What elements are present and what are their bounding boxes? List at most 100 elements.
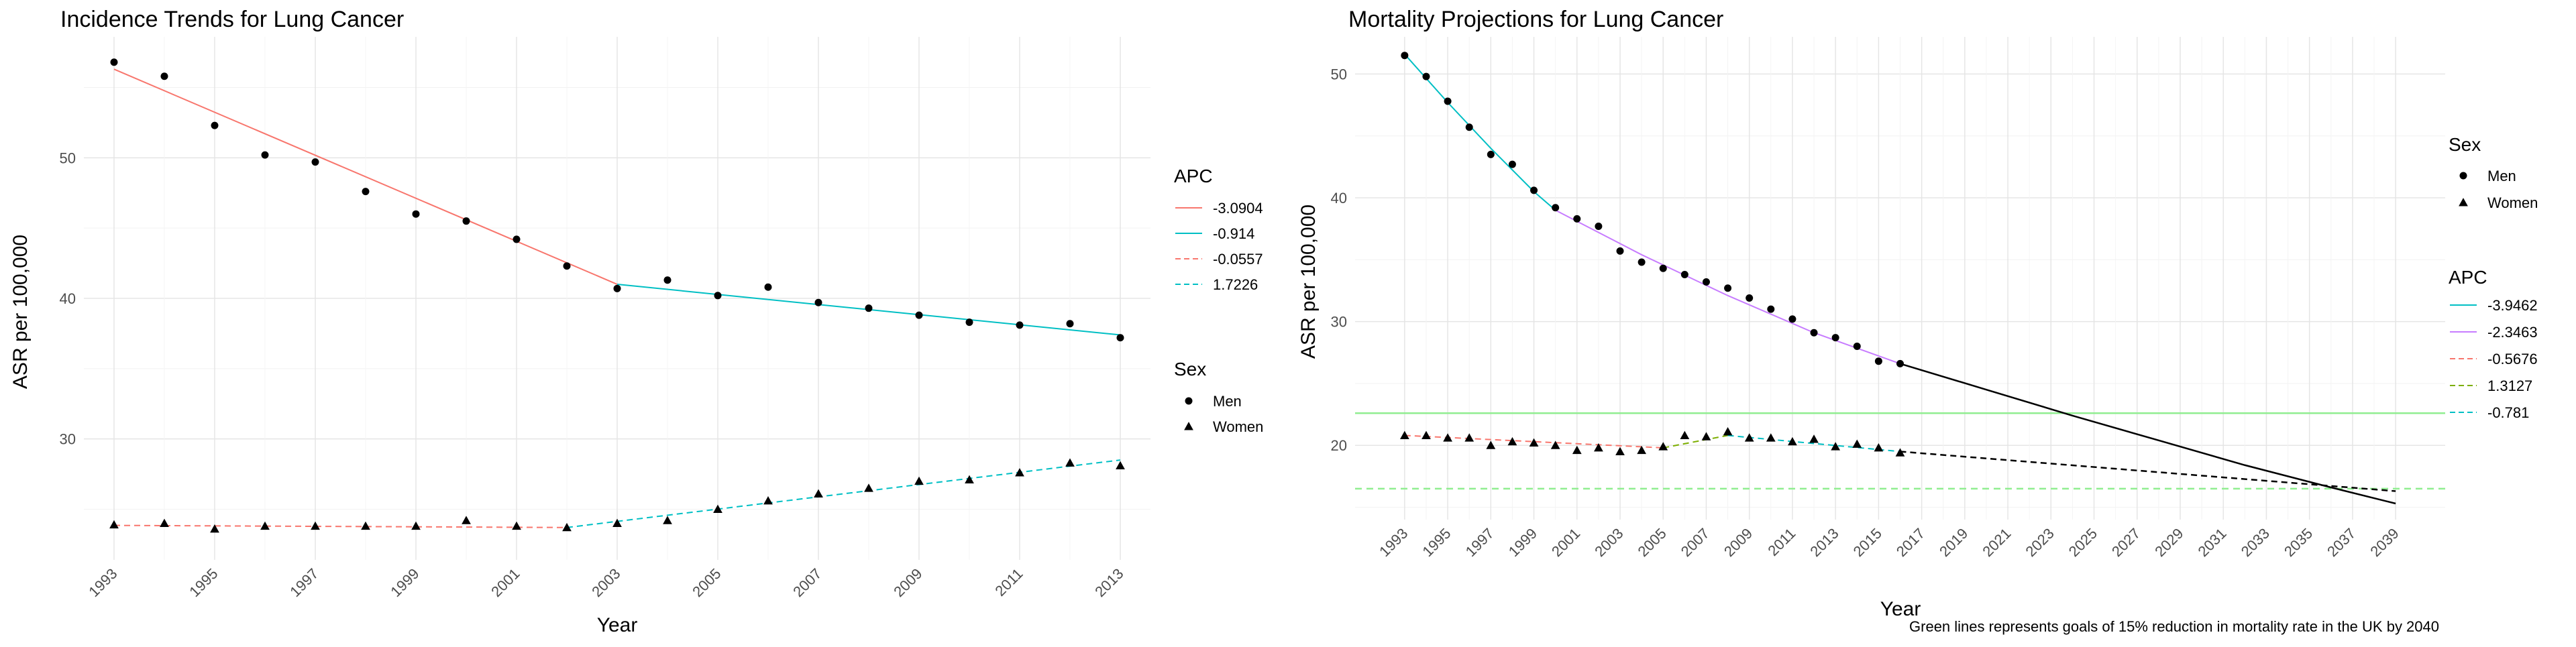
men-point	[1116, 334, 1124, 342]
women-point	[1680, 430, 1690, 439]
men-point	[764, 283, 772, 291]
x-tick-label: 2025	[2065, 525, 2100, 560]
women-point	[713, 504, 722, 514]
mortality-x-axis-title: Year	[1880, 598, 1921, 620]
women-legend-marker	[1184, 422, 1193, 430]
men-point	[613, 284, 621, 292]
women-point	[1723, 427, 1733, 436]
legend-label: Women	[1213, 418, 1263, 435]
x-tick-label: 1999	[387, 565, 422, 600]
x-tick-label: 1997	[286, 565, 321, 600]
men-point	[1595, 222, 1603, 230]
mortality-y-axis-title: ASR per 100,000	[1297, 204, 1320, 359]
x-tick-label: 2011	[1764, 525, 1799, 559]
y-tick-label: 20	[1331, 437, 1347, 454]
women-point	[1874, 443, 1884, 452]
x-tick-label: 2017	[1893, 525, 1928, 560]
men-point	[462, 217, 470, 225]
women-point	[1116, 461, 1125, 470]
incidence-apc-legend: APC -3.0904 -0.914 -0.0557 1.7226	[1174, 166, 1263, 293]
mortality-x-ticks: 1993 1995 1997 1999 2001 2003 2005 2007 2009 2011…	[1376, 525, 2402, 560]
women-point	[210, 524, 219, 533]
men-point	[211, 121, 219, 129]
x-tick-label: 2013	[1091, 565, 1126, 600]
mortality-grid	[1355, 37, 2445, 520]
women-point	[260, 521, 270, 530]
men-point	[1552, 204, 1560, 212]
x-tick-label: 1997	[1462, 525, 1497, 560]
women-point	[361, 521, 370, 530]
x-tick-label: 2007	[790, 565, 824, 600]
women-point	[1852, 439, 1862, 448]
men-point	[1401, 52, 1409, 60]
mortality-fit-lines	[1404, 54, 1900, 453]
y-tick-label: 50	[1331, 66, 1347, 82]
incidence-y-ticks: 30 40 50	[60, 150, 76, 447]
legend-label: -3.0904	[1213, 200, 1263, 217]
women-point	[311, 521, 320, 530]
mortality-points	[1399, 52, 1905, 457]
x-tick-label: 2023	[2023, 525, 2057, 560]
women-point	[1015, 468, 1024, 477]
x-tick-label: 2003	[588, 565, 623, 600]
women-point	[1572, 445, 1582, 455]
men-point	[663, 276, 672, 284]
x-tick-label: 2013	[1807, 525, 1841, 560]
legend-label: Men	[2487, 168, 2516, 184]
x-tick-label: 2011	[991, 565, 1026, 599]
incidence-title: Incidence Trends for Lung Cancer	[60, 7, 404, 32]
x-tick-label: 1995	[186, 565, 221, 600]
men-point	[1659, 264, 1667, 272]
men-point	[1066, 320, 1074, 328]
men-point	[1788, 315, 1796, 323]
women-point	[1443, 433, 1452, 442]
women-point	[1788, 436, 1797, 446]
legend-label: -0.5676	[2487, 351, 2538, 367]
x-tick-label: 2027	[2108, 525, 2143, 560]
x-tick-label: 2003	[1591, 525, 1626, 560]
incidence-x-ticks: 1993 1995 1997 1999 2001 2003 2005 2007 2009 2011…	[85, 565, 1126, 600]
x-tick-label: 2037	[2324, 525, 2359, 560]
men-legend-marker	[2459, 172, 2467, 180]
women-point	[1529, 438, 1539, 447]
legend-label: -0.0557	[1213, 251, 1263, 268]
women-point	[1615, 447, 1625, 455]
incidence-grid	[84, 37, 1150, 560]
men-point	[814, 298, 822, 306]
men-point	[362, 188, 370, 196]
x-tick-label: 1993	[85, 565, 120, 600]
incidence-points	[109, 58, 1125, 533]
men-point	[1573, 215, 1581, 223]
incidence-sex-legend-title: Sex	[1174, 359, 1206, 379]
x-tick-label: 2007	[1678, 525, 1713, 560]
x-tick-label: 1999	[1505, 525, 1540, 560]
fit-line	[1727, 434, 1900, 453]
mortality-y-ticks: 20 30 40 50	[1331, 66, 1347, 454]
women-point	[1399, 430, 1409, 439]
projection-line	[1900, 363, 2396, 505]
fit-line	[1555, 209, 1900, 365]
men-point	[865, 304, 873, 312]
women-point	[814, 489, 823, 497]
women-point	[1637, 445, 1646, 455]
mortality-apc-legend: APC -3.9462 -2.3463 -0.5676 1.3127 -0.781	[2449, 267, 2538, 421]
men-point	[1810, 329, 1818, 337]
women-point	[763, 496, 773, 505]
mortality-projection-lines	[1900, 363, 2396, 505]
men-point	[1874, 357, 1882, 365]
women-legend-marker	[2459, 198, 2468, 207]
x-tick-label: 2039	[2367, 525, 2402, 560]
y-tick-label: 40	[1331, 190, 1347, 207]
x-tick-label: 2001	[1548, 525, 1583, 560]
x-tick-label: 2005	[689, 565, 724, 600]
mortality-caption: Green lines represents goals of 15% redu…	[1909, 618, 2439, 635]
men-point	[714, 292, 722, 300]
x-tick-label: 1993	[1376, 525, 1411, 560]
fit-line	[113, 68, 618, 285]
men-point	[1444, 97, 1452, 105]
incidence-chart: Incidence Trends for Lung Cancer 304050 …	[9, 7, 1263, 636]
x-tick-label: 2009	[1721, 525, 1756, 560]
men-point	[1680, 270, 1688, 278]
men-point	[311, 158, 319, 166]
